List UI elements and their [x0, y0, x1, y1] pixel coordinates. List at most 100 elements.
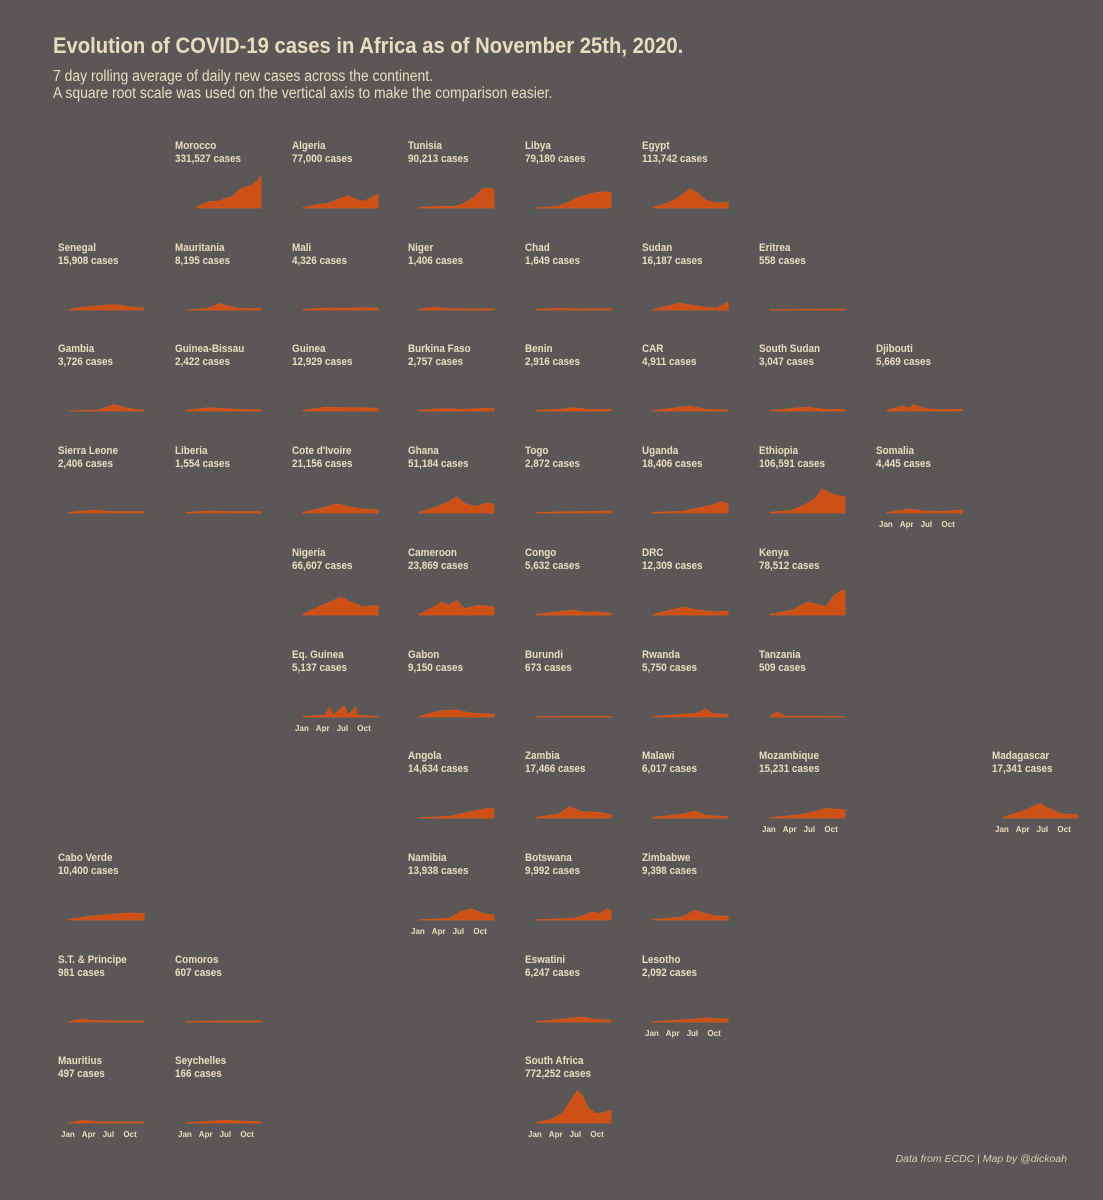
country-tile: Ethiopia 106,591 cases: [754, 445, 866, 545]
country-cases: 2,406 cases: [58, 458, 114, 471]
x-tick-label: Jan: [61, 1130, 75, 1139]
country-sparkline: [535, 715, 612, 717]
country-sparkline: Jan Apr Jul Oct: [995, 803, 1079, 834]
country-cases: 4,445 cases: [875, 458, 931, 471]
cases-area: [769, 711, 846, 717]
x-tick-label: Jul: [219, 1130, 231, 1139]
country-name: Burkina Faso: [408, 343, 472, 356]
country-cases: 558 cases: [758, 254, 806, 267]
cases-area: [652, 406, 729, 412]
country-tile: Burkina Faso 2,757 cases: [403, 343, 515, 443]
cases-area: [302, 307, 378, 311]
country-cases: 497 cases: [58, 1068, 105, 1081]
country-name: Nigeria: [291, 546, 326, 559]
country-tile: Libya 79,180 cases: [520, 140, 632, 240]
country-tile: Chad 1,649 cases: [520, 242, 632, 342]
country-sparkline: [535, 1016, 612, 1022]
country-cases: 331,527 cases: [174, 153, 241, 165]
country-sparkline: [68, 912, 145, 921]
country-name: Liberia: [174, 445, 208, 458]
country-cases: 106,591 cases: [758, 458, 825, 471]
country-name: Somalia: [875, 445, 914, 458]
country-sparkline: [185, 407, 262, 412]
cases-area: [185, 302, 262, 311]
country-cases: 23,869 cases: [408, 559, 469, 572]
country-cases: 15,231 cases: [758, 763, 820, 776]
country-cases: 1,406 cases: [408, 254, 464, 267]
country-cases: 4,911 cases: [642, 356, 697, 369]
country-name: Algeria: [291, 140, 326, 152]
x-tick-label: Jul: [1037, 825, 1049, 834]
x-tick-label: Jan: [528, 1130, 542, 1139]
country-tile: Namibia 13,938 cases Jan Apr Jul Oct: [403, 852, 515, 952]
cases-area: [418, 808, 495, 819]
x-tick-label: Jan: [295, 724, 309, 733]
cases-area: [196, 174, 262, 209]
cases-area: [652, 501, 729, 514]
chart-subtitle-line-2: A square root scale was used on the vert…: [53, 85, 553, 102]
country-tile: S.T. & Principe 981 cases: [53, 954, 165, 1054]
x-tick-label: Jul: [803, 825, 815, 834]
country-tile: Comoros 607 cases: [170, 954, 282, 1054]
country-name: Angola: [408, 750, 442, 763]
cases-area: [68, 404, 145, 412]
country-cases: 9,398 cases: [642, 864, 698, 877]
country-cases: 9,150 cases: [408, 661, 464, 674]
country-cases: 5,632 cases: [525, 559, 581, 572]
country-cases: 16,187 cases: [642, 254, 703, 267]
country-tile: Zimbabwe 9,398 cases: [637, 852, 749, 952]
x-tick-label: Jan: [995, 825, 1009, 834]
country-tile: CAR 4,911 cases: [637, 343, 749, 443]
country-tile: Eritrea 558 cases: [754, 242, 866, 342]
country-sparkline: [418, 496, 495, 514]
x-tick-label: Jan: [411, 927, 425, 936]
country-cases: 5,137 cases: [291, 661, 347, 674]
cases-area: [769, 589, 846, 616]
country-sparkline: [652, 606, 729, 616]
country-name: Cabo Verde: [58, 851, 113, 864]
x-tick-label: Oct: [941, 520, 955, 529]
country-tile: Liberia 1,554 cases: [170, 445, 282, 545]
country-cases: 509 cases: [758, 661, 806, 674]
cases-area: [769, 808, 846, 819]
cases-area: [68, 1120, 145, 1124]
x-tick-label: Apr: [666, 1029, 680, 1038]
country-tile: Burundi 673 cases: [520, 649, 632, 749]
country-sparkline: Jan Apr Jul Oct: [178, 1120, 262, 1139]
country-name: South Africa: [525, 1055, 584, 1068]
country-cases: 2,092 cases: [642, 966, 698, 979]
country-tile: South Africa 772,252 cases Jan Apr Jul Oct: [520, 1055, 632, 1155]
cases-area: [185, 407, 262, 412]
country-name: Rwanda: [642, 648, 680, 661]
country-tile: Benin 2,916 cases: [520, 343, 632, 443]
country-tile: Eswatini 6,247 cases: [520, 954, 632, 1054]
cases-area: [535, 407, 612, 412]
x-tick-label: Apr: [199, 1130, 213, 1139]
country-name: Zimbabwe: [642, 851, 691, 864]
country-name: Seychelles: [174, 1055, 226, 1068]
cases-area: [652, 188, 729, 209]
x-tick-label: Oct: [824, 825, 838, 834]
cases-area: [418, 908, 495, 921]
country-sparkline: [535, 806, 612, 819]
country-cases: 13,938 cases: [408, 864, 469, 877]
cases-area: [536, 191, 612, 209]
x-tick-label: Jan: [879, 520, 893, 529]
cases-area: [652, 909, 729, 921]
country-name: CAR: [642, 343, 664, 356]
country-sparkline: [652, 406, 729, 412]
cases-area: [652, 1017, 729, 1022]
cases-area: [652, 606, 729, 616]
country-sparkline: Jan Apr Jul Oct: [61, 1120, 145, 1139]
cases-area: [886, 508, 962, 514]
country-sparkline: Jan Apr Jul Oct: [762, 808, 846, 834]
country-cases: 2,916 cases: [525, 356, 581, 369]
country-cases: 6,247 cases: [525, 966, 581, 979]
country-sparkline: [185, 510, 262, 514]
country-tile: Egypt 113,742 cases: [637, 140, 749, 240]
country-name: Guinea: [291, 343, 326, 356]
country-name: Comoros: [174, 953, 219, 966]
country-cases: 17,341 cases: [992, 763, 1053, 776]
cases-area: [418, 496, 495, 514]
country-sparkline: [535, 609, 612, 616]
